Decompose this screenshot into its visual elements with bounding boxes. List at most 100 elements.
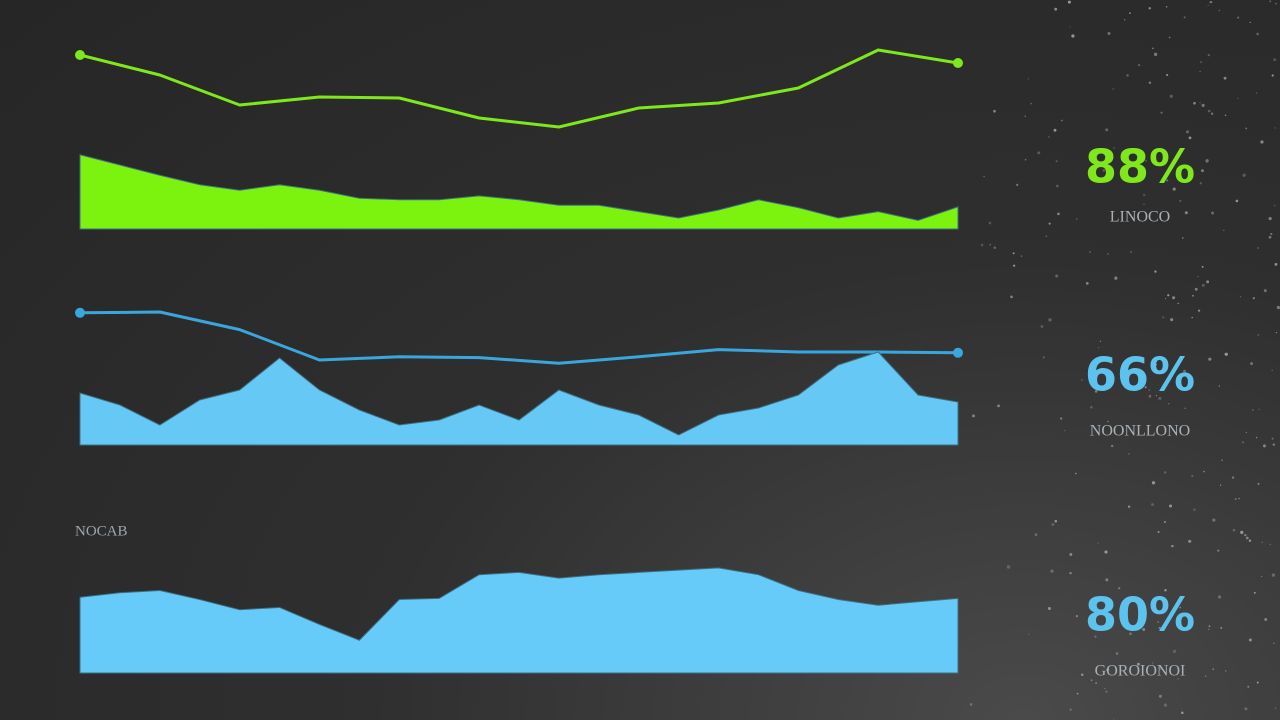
decor-dot <box>1261 541 1263 544</box>
decor-dot <box>1091 365 1095 369</box>
readout-caption: LINOCO <box>1110 209 1170 226</box>
decor-dot <box>1191 474 1194 478</box>
decor-dot <box>1164 521 1166 523</box>
decor-dot <box>1123 366 1125 369</box>
decor-dot <box>1090 405 1093 409</box>
decor-dot <box>1048 222 1051 225</box>
decor-dot <box>1148 389 1151 391</box>
decor-dot <box>1217 595 1222 599</box>
decor-dot <box>1024 158 1027 161</box>
readout-caption: GOROIONOI <box>1095 663 1186 680</box>
decor-dot <box>1271 74 1274 77</box>
decor-dot <box>1089 251 1091 253</box>
decor-dot <box>1069 708 1072 711</box>
end-point <box>953 58 963 68</box>
decor-dot <box>1201 103 1205 108</box>
decor-dot <box>1165 5 1168 8</box>
decor-dot <box>1169 504 1172 508</box>
decor-dot <box>1055 274 1059 278</box>
decor-dot <box>1179 199 1182 202</box>
series-area <box>79 154 959 230</box>
decor-dot <box>1273 204 1276 207</box>
decor-dot <box>1140 178 1143 181</box>
decor-dot <box>1097 347 1100 349</box>
decor-dot <box>1094 635 1097 638</box>
decor-dot <box>1016 183 1019 187</box>
decor-dot <box>1234 498 1237 500</box>
decor-dot <box>1220 626 1223 629</box>
decor-dot <box>1013 264 1016 267</box>
decor-dot <box>1012 252 1015 255</box>
decor-dot <box>1273 58 1277 62</box>
decor-dot <box>1105 578 1109 582</box>
decor-dot <box>1218 9 1221 12</box>
decor-dot <box>1104 688 1106 690</box>
decor-dot <box>1127 505 1131 508</box>
readout-caption: NOONLLONO <box>1090 423 1190 440</box>
decor-dot <box>1040 325 1044 328</box>
decor-dot <box>1182 237 1184 239</box>
decor-dot <box>1240 530 1244 535</box>
decor-dot <box>1271 437 1274 440</box>
decor-dot <box>1218 385 1221 387</box>
decor-dot <box>1099 340 1102 343</box>
decor-dot <box>1160 179 1164 183</box>
decor-dot <box>1244 707 1248 711</box>
decor-dot <box>1142 193 1146 197</box>
end-point <box>75 50 85 60</box>
decor-dot <box>1257 482 1260 485</box>
decor-dot <box>1167 403 1170 405</box>
decor-dot <box>1177 302 1179 305</box>
decor-dot <box>1160 111 1163 114</box>
decor-dot <box>1047 607 1051 610</box>
decor-dot <box>1112 88 1114 90</box>
decor-dot <box>1245 127 1248 130</box>
decor-dot <box>1118 587 1121 590</box>
decor-dot <box>1020 255 1023 257</box>
decor-dot <box>1271 573 1276 577</box>
decor-dot <box>1201 283 1205 287</box>
decor-dot <box>1193 101 1196 105</box>
series-area <box>79 351 959 446</box>
decor-dot <box>989 244 991 246</box>
decor-dot <box>1247 685 1250 688</box>
decor-dot <box>1057 212 1060 216</box>
decor-dot <box>1094 390 1098 393</box>
decor-dot <box>1105 128 1109 132</box>
decor-dot <box>1221 459 1223 462</box>
decor-dot <box>1030 102 1032 105</box>
decor-dot <box>1159 164 1162 167</box>
decor-dot <box>1201 265 1204 268</box>
decor-dot <box>1168 36 1171 39</box>
decor-dot <box>1262 444 1266 448</box>
decor-dot <box>1207 109 1211 113</box>
decor-dot <box>1097 542 1099 544</box>
decor-dot <box>1231 476 1235 479</box>
decor-dot <box>1069 553 1073 556</box>
decor-dot <box>1102 169 1106 172</box>
decor-dot <box>1203 470 1205 473</box>
decor-dot <box>1184 211 1188 215</box>
decor-dot <box>1129 632 1132 636</box>
decor-dot <box>1245 431 1247 434</box>
decor-dot <box>1162 316 1165 319</box>
decor-dot <box>1154 602 1157 605</box>
decor-dot <box>1209 1 1212 4</box>
decor-dot <box>1249 21 1251 24</box>
decor-dot <box>1248 638 1252 642</box>
readout-value: 88% <box>1085 140 1195 194</box>
decor-dot <box>1275 331 1277 334</box>
decor-dot <box>1050 569 1054 573</box>
decor-dot <box>1179 606 1182 609</box>
decor-dot <box>1006 565 1011 569</box>
decor-dot <box>1275 3 1277 5</box>
decor-dot <box>1224 114 1227 117</box>
decor-dot <box>1143 203 1145 205</box>
decor-dot <box>1115 652 1119 655</box>
decor-dot <box>1270 232 1273 236</box>
decor-dot <box>1162 384 1166 387</box>
decor-dot <box>1054 7 1058 11</box>
decor-dot <box>1263 289 1267 293</box>
decor-dot <box>983 175 985 178</box>
decor-dot <box>1256 32 1259 36</box>
